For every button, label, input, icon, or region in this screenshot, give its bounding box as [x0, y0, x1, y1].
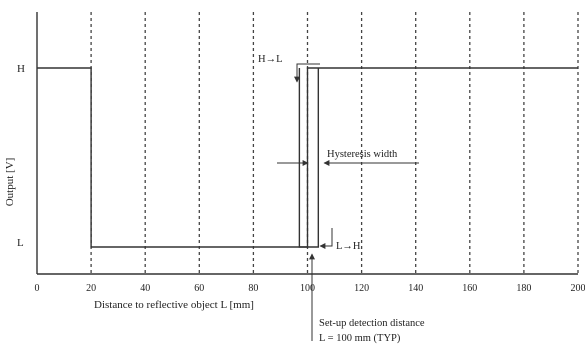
x-tick-label-0: 0 — [35, 283, 40, 294]
y-level-h: H — [17, 63, 25, 75]
annotation-setup-line1: Set-up detection distance — [319, 318, 425, 329]
x-tick-label-100: 100 — [300, 283, 315, 294]
x-tick-label-180: 180 — [516, 283, 531, 294]
series-line-0 — [37, 67, 578, 248]
x-tick-label-160: 160 — [462, 283, 477, 294]
annotation-layer: H→L L→H Hysteresis width Set-up detectio… — [258, 54, 425, 344]
annotation-h-to-l: H→L — [258, 54, 283, 65]
tick-layer: 0 20 40 60 80 100 120 140 160 180 200 — [35, 283, 585, 294]
x-axis-label: Distance to reflective object L [mm] — [94, 299, 254, 311]
x-tick-label-140: 140 — [408, 283, 423, 294]
x-tick-label-20: 20 — [86, 283, 96, 294]
annotation-hysteresis: Hysteresis width — [327, 149, 398, 160]
annotation-h-to-l-arrow — [294, 63, 320, 83]
annotation-setup-line2: L = 100 mm (TYP) — [319, 333, 401, 344]
x-tick-label-60: 60 — [194, 283, 204, 294]
series-line-1 — [298, 68, 320, 248]
annotation-l-to-h-arrow — [319, 228, 333, 249]
axes-layer — [36, 12, 578, 275]
x-tick-label-40: 40 — [140, 283, 150, 294]
series-layer — [37, 67, 578, 248]
x-tick-label-80: 80 — [248, 283, 258, 294]
y-axis-label: Output [V] — [4, 158, 16, 207]
y-level-l: L — [17, 237, 24, 249]
grid-layer — [90, 12, 579, 274]
x-tick-label-120: 120 — [354, 283, 369, 294]
x-tick-label-200: 200 — [571, 283, 585, 294]
annotation-l-to-h: L→H — [336, 241, 361, 252]
